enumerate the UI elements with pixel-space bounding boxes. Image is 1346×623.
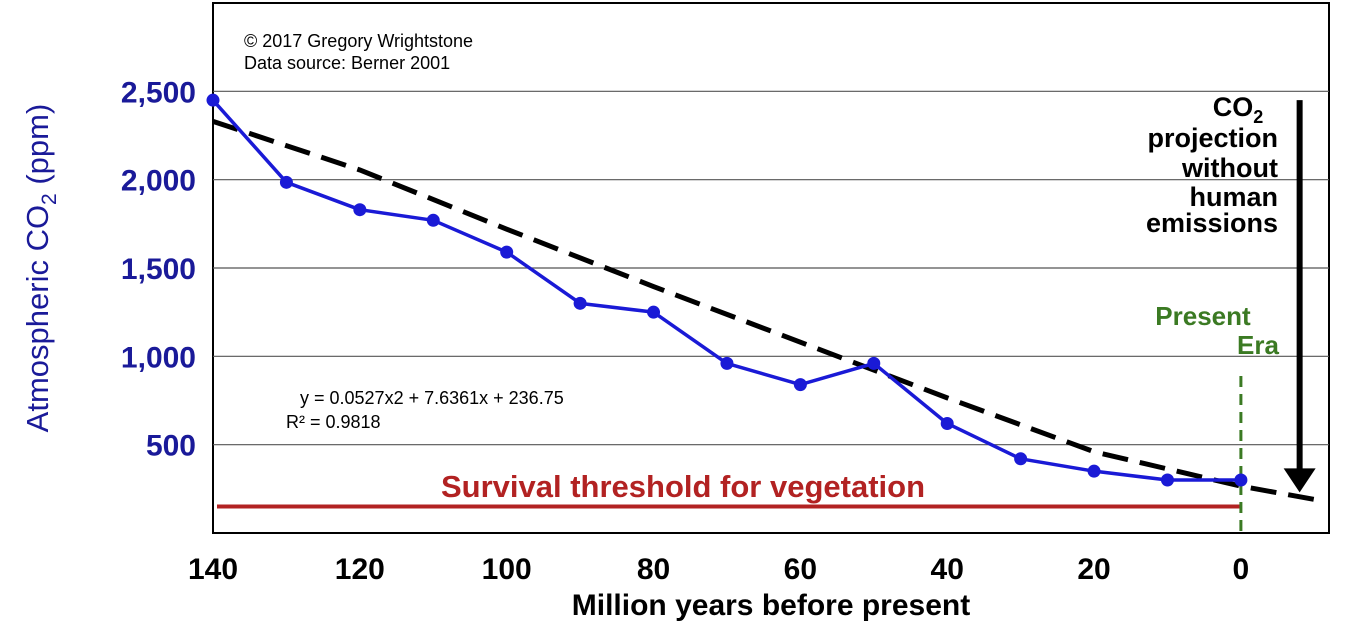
y-tick-label: 2,000 — [121, 165, 196, 198]
data-point — [793, 378, 807, 392]
y-tick-label: 2,500 — [121, 76, 196, 109]
y-axis-label-unit: (ppm) — [20, 104, 55, 194]
trendline-group — [212, 118, 1315, 502]
projection-label-line3: human — [1189, 182, 1278, 212]
data-point — [353, 203, 367, 217]
x-tick-label: 40 — [931, 553, 964, 586]
x-tick-label: 0 — [1233, 553, 1250, 586]
y-tick-label: 500 — [146, 430, 196, 463]
data-point — [206, 93, 220, 107]
y-axis-label: Atmospheric CO2 (ppm) — [20, 104, 61, 433]
trendline — [212, 118, 1315, 502]
x-tick-label: 140 — [188, 553, 238, 586]
data-point — [279, 175, 293, 189]
data-point — [500, 245, 514, 259]
projection-label-co2: CO2 — [1213, 92, 1264, 127]
projection-arrow-group — [1283, 100, 1316, 493]
projection-label-co: CO — [1213, 92, 1254, 122]
x-axis-label: Million years before present — [572, 589, 970, 622]
data-point — [1087, 464, 1101, 478]
x-tick-label: 120 — [335, 553, 385, 586]
data-point — [867, 356, 881, 370]
threshold-label: Survival threshold for vegetation — [441, 469, 925, 504]
projection-label-line1: projection — [1147, 123, 1278, 153]
projection-label-line4: emissions — [1146, 208, 1278, 238]
grid-lines — [213, 90, 1329, 446]
present-era-label-line1: Present — [1155, 301, 1251, 331]
data-point — [1160, 473, 1174, 487]
data-point — [573, 296, 587, 310]
x-tick-label: 80 — [637, 553, 670, 586]
y-axis-label-sub: 2 — [38, 193, 61, 205]
projection-arrow-head — [1283, 468, 1316, 493]
credit-copyright: © 2017 Gregory Wrightstone — [244, 31, 473, 51]
data-point — [1234, 473, 1248, 487]
x-axis-ticks: 140 120 100 80 60 40 20 0 — [188, 553, 1249, 586]
data-point — [426, 213, 440, 227]
co2-series-group — [206, 93, 1248, 487]
y-axis-label-main: Atmospheric CO — [20, 205, 55, 432]
credit-data-source: Data source: Berner 2001 — [244, 53, 450, 73]
y-axis-ticks: 2,500 2,000 1,500 1,000 500 — [121, 76, 196, 462]
x-tick-label: 20 — [1077, 553, 1110, 586]
data-point — [720, 356, 734, 370]
data-point — [1014, 452, 1028, 466]
y-tick-label: 1,500 — [121, 253, 196, 286]
data-point — [940, 416, 954, 430]
trend-equation: y = 0.0527x2 + 7.6361x + 236.75 — [300, 388, 564, 408]
present-era-label-line2: Era — [1237, 330, 1279, 360]
y-tick-label: 1,000 — [121, 341, 196, 374]
trend-r-squared: R² = 0.9818 — [286, 412, 381, 432]
x-tick-label: 60 — [784, 553, 817, 586]
x-tick-label: 100 — [482, 553, 532, 586]
projection-label-line2: without — [1181, 153, 1278, 183]
data-point — [647, 305, 661, 319]
projection-label-sub: 2 — [1253, 107, 1263, 127]
